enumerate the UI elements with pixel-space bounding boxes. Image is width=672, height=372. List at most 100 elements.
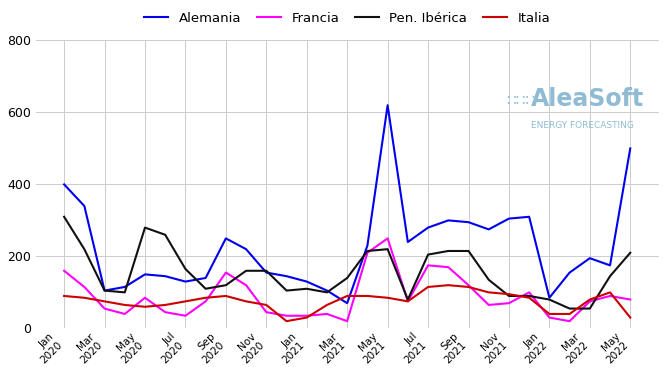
Italia [505,292,513,296]
Italia [424,285,432,289]
Italia [485,290,493,295]
Italia [525,295,533,300]
Pen. Ibérica [586,306,594,311]
Francia [525,290,533,295]
Italia [606,290,614,295]
Francia [566,319,574,323]
Pen. Ibérica [80,247,88,251]
Alemania [222,236,230,241]
Italia [323,303,331,307]
Italia [161,303,169,307]
Alemania [606,263,614,267]
Line: Italia: Italia [64,285,630,321]
Francia [424,263,432,267]
Italia [121,303,129,307]
Text: ENERGY FORECASTING: ENERGY FORECASTING [531,121,634,130]
Francia [302,314,310,318]
Italia [364,294,372,298]
Alemania [586,256,594,260]
Pen. Ibérica [323,290,331,295]
Italia [546,312,554,316]
Legend: Alemania, Francia, Pen. Ibérica, Italia: Alemania, Francia, Pen. Ibérica, Italia [139,7,555,30]
Pen. Ibérica [364,249,372,253]
Alemania [444,218,452,222]
Italia [262,303,270,307]
Francia [586,299,594,304]
Pen. Ibérica [505,294,513,298]
Pen. Ibérica [464,249,472,253]
Italia [181,299,190,304]
Pen. Ibérica [424,252,432,257]
Alemania [566,270,574,275]
Italia [80,295,88,300]
Francia [282,314,290,318]
Francia [141,295,149,300]
Italia [282,319,290,323]
Line: Alemania: Alemania [64,105,630,303]
Alemania [121,285,129,289]
Pen. Ibérica [202,286,210,291]
Italia [242,299,250,304]
Alemania [343,301,351,305]
Francia [606,294,614,298]
Alemania [546,295,554,300]
Pen. Ibérica [121,290,129,295]
Alemania [404,240,412,244]
Alemania [464,220,472,224]
Italia [222,294,230,298]
Francia [101,306,109,311]
Francia [384,236,392,241]
Francia [546,315,554,320]
Alemania [242,247,250,251]
Pen. Ibérica [282,288,290,293]
Francia [364,251,372,255]
Alemania [181,279,190,284]
Pen. Ibérica [302,286,310,291]
Line: Francia: Francia [64,238,630,321]
Italia [626,315,634,320]
Alemania [323,288,331,293]
Pen. Ibérica [181,267,190,271]
Francia [242,283,250,288]
Italia [101,299,109,304]
Francia [202,299,210,304]
Francia [626,297,634,302]
Pen. Ibérica [606,274,614,278]
Alemania [424,225,432,230]
Alemania [626,146,634,151]
Francia [444,265,452,269]
Francia [262,310,270,314]
Alemania [262,270,270,275]
Francia [181,314,190,318]
Alemania [141,272,149,277]
Italia [60,294,68,298]
Pen. Ibérica [60,215,68,219]
Francia [485,303,493,307]
Italia [302,315,310,320]
Francia [323,312,331,316]
Pen. Ibérica [566,306,574,311]
Text: ∷∷∷: ∷∷∷ [506,92,535,107]
Pen. Ibérica [222,283,230,288]
Italia [384,295,392,300]
Francia [222,270,230,275]
Italia [141,305,149,309]
Francia [404,299,412,304]
Italia [566,312,574,316]
Pen. Ibérica [404,297,412,302]
Francia [80,285,88,289]
Line: Pen. Ibérica: Pen. Ibérica [64,217,630,308]
Pen. Ibérica [626,251,634,255]
Pen. Ibérica [444,249,452,253]
Italia [444,283,452,288]
Pen. Ibérica [141,225,149,230]
Pen. Ibérica [525,294,533,298]
Italia [404,299,412,304]
Italia [586,297,594,302]
Alemania [60,182,68,187]
Alemania [202,276,210,280]
Francia [505,301,513,305]
Italia [202,295,210,300]
Alemania [485,227,493,232]
Francia [60,269,68,273]
